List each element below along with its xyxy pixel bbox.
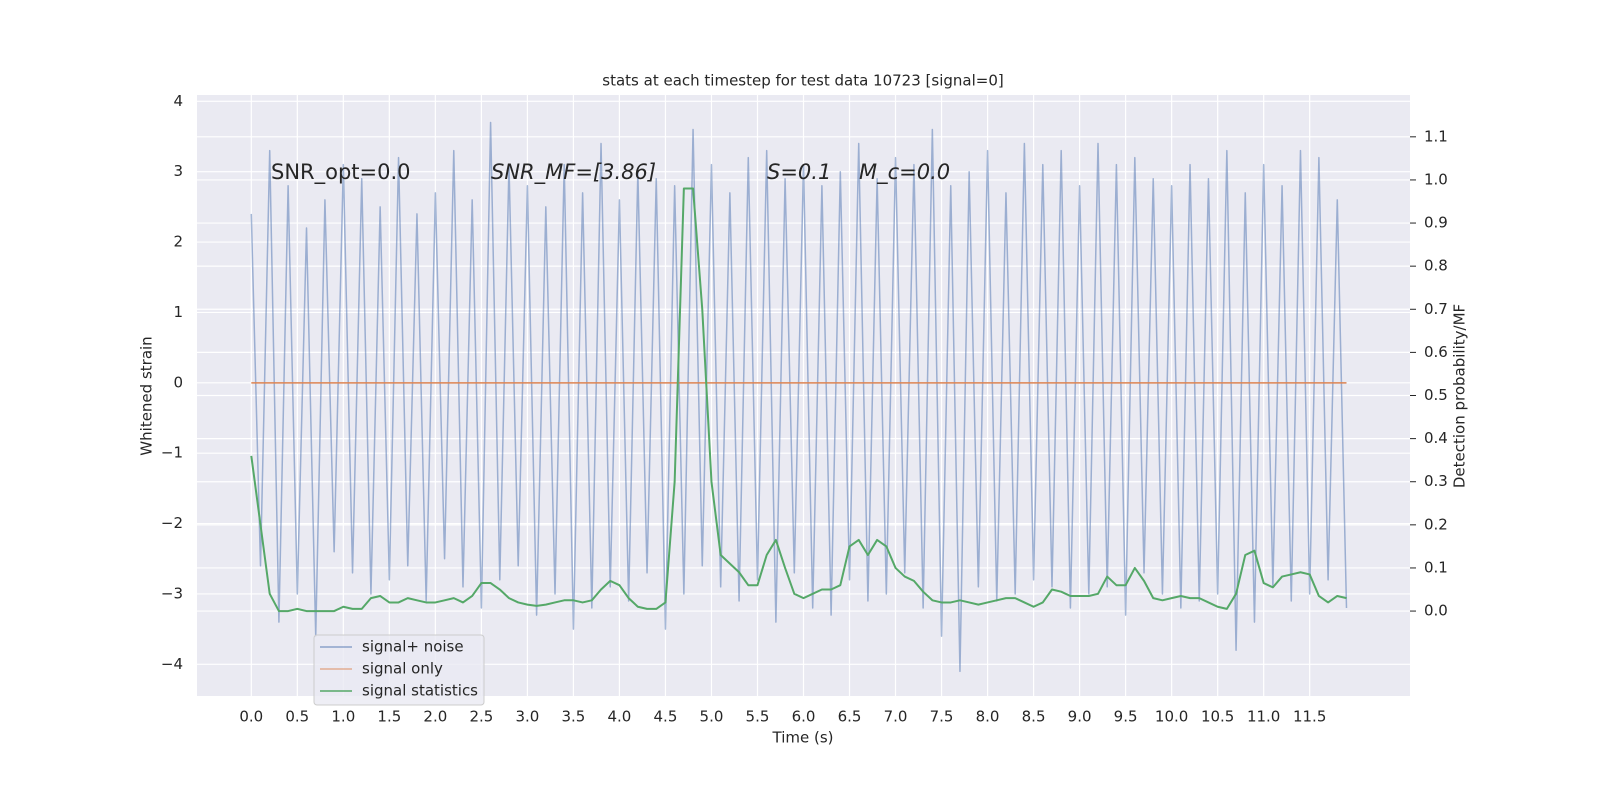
y-tick-label: 3	[173, 162, 183, 180]
x-tick-label: 11.5	[1293, 708, 1326, 726]
x-tick-label: 0.5	[285, 708, 309, 726]
annotation: M_c=0.0	[859, 160, 950, 185]
x-tick-label: 6.0	[792, 708, 816, 726]
series-line	[250, 187, 1347, 613]
y2-tick-label: 0.6	[1424, 343, 1448, 361]
y-tick-label: −1	[161, 444, 183, 462]
y-axis-label: Whitened strain	[138, 336, 156, 455]
y-tick-label: −4	[161, 655, 183, 673]
x-tick-label: 5.0	[700, 708, 724, 726]
x-tick-label: 7.0	[884, 708, 908, 726]
y2-tick-label: 0.4	[1424, 429, 1448, 447]
x-tick-label: 8.5	[1022, 708, 1046, 726]
x-tick-label: 3.5	[561, 708, 585, 726]
x-tick-label: 10.5	[1201, 708, 1234, 726]
x-tick-label: 10.0	[1155, 708, 1188, 726]
annotation: SNR_opt=0.0	[271, 160, 411, 185]
x-tick-label: 2.5	[469, 708, 493, 726]
y2-tick-label: 0.3	[1424, 472, 1448, 490]
y-tick-label: 0	[173, 373, 183, 391]
legend-box	[313, 634, 485, 706]
y2-tick-label: 0.2	[1424, 515, 1448, 533]
x-tick-label: 7.5	[930, 708, 954, 726]
series-line	[250, 121, 1348, 673]
y2-tick-label: 1.1	[1424, 127, 1448, 145]
y2-tick-label: 0.5	[1424, 386, 1448, 404]
labels: 0.0 0.5 1.0 1.5 2.0 2.5 3.0 3.5 4.0 4.5 5.0 5.5 6.0 6…	[161, 92, 1448, 726]
y2-tick-label: 0.9	[1424, 214, 1448, 232]
x-tick-label: 1.0	[331, 708, 355, 726]
marks	[250, 121, 1348, 673]
x-tick-label: 11.0	[1247, 708, 1280, 726]
x-tick-label: 5.5	[746, 708, 770, 726]
x-tick-label: 3.0	[515, 708, 539, 726]
x-tick-label: 8.0	[976, 708, 1000, 726]
x-tick-label: 4.0	[608, 708, 632, 726]
x-axis-label: Time (s)	[772, 729, 834, 747]
legend-label: signal only	[362, 660, 443, 678]
legend-label: signal+ noise	[362, 638, 464, 656]
x-tick-label: 9.5	[1114, 708, 1138, 726]
x-tick-label: 1.5	[377, 708, 401, 726]
y-tick-label: −3	[161, 584, 183, 602]
legend-label: signal statistics	[362, 682, 478, 700]
y-tick-label: 4	[173, 92, 183, 110]
annotation: SNR_MF=[3.86]	[491, 160, 656, 185]
y2-tick-label: 0.7	[1424, 300, 1448, 318]
y2-tick-label: 1.0	[1424, 170, 1448, 188]
y2-tick-label: 0.0	[1424, 602, 1448, 620]
y-tick-label: 2	[173, 233, 183, 251]
x-tick-label: 4.5	[654, 708, 678, 726]
y-tick-label: 1	[173, 303, 183, 321]
y2-axis-label: Detection probability/MF	[1451, 304, 1469, 488]
x-tick-label: 6.5	[838, 708, 862, 726]
x-tick-label: 2.0	[423, 708, 447, 726]
chart-title: stats at each timestep for test data 107…	[602, 72, 1003, 90]
y-tick-label: −2	[161, 514, 183, 532]
y2-tick-label: 0.8	[1424, 257, 1448, 275]
x-tick-label: 0.0	[239, 708, 263, 726]
annotation: S=0.1	[767, 160, 831, 184]
y2-tick-label: 0.1	[1424, 558, 1448, 576]
x-tick-label: 9.0	[1068, 708, 1092, 726]
